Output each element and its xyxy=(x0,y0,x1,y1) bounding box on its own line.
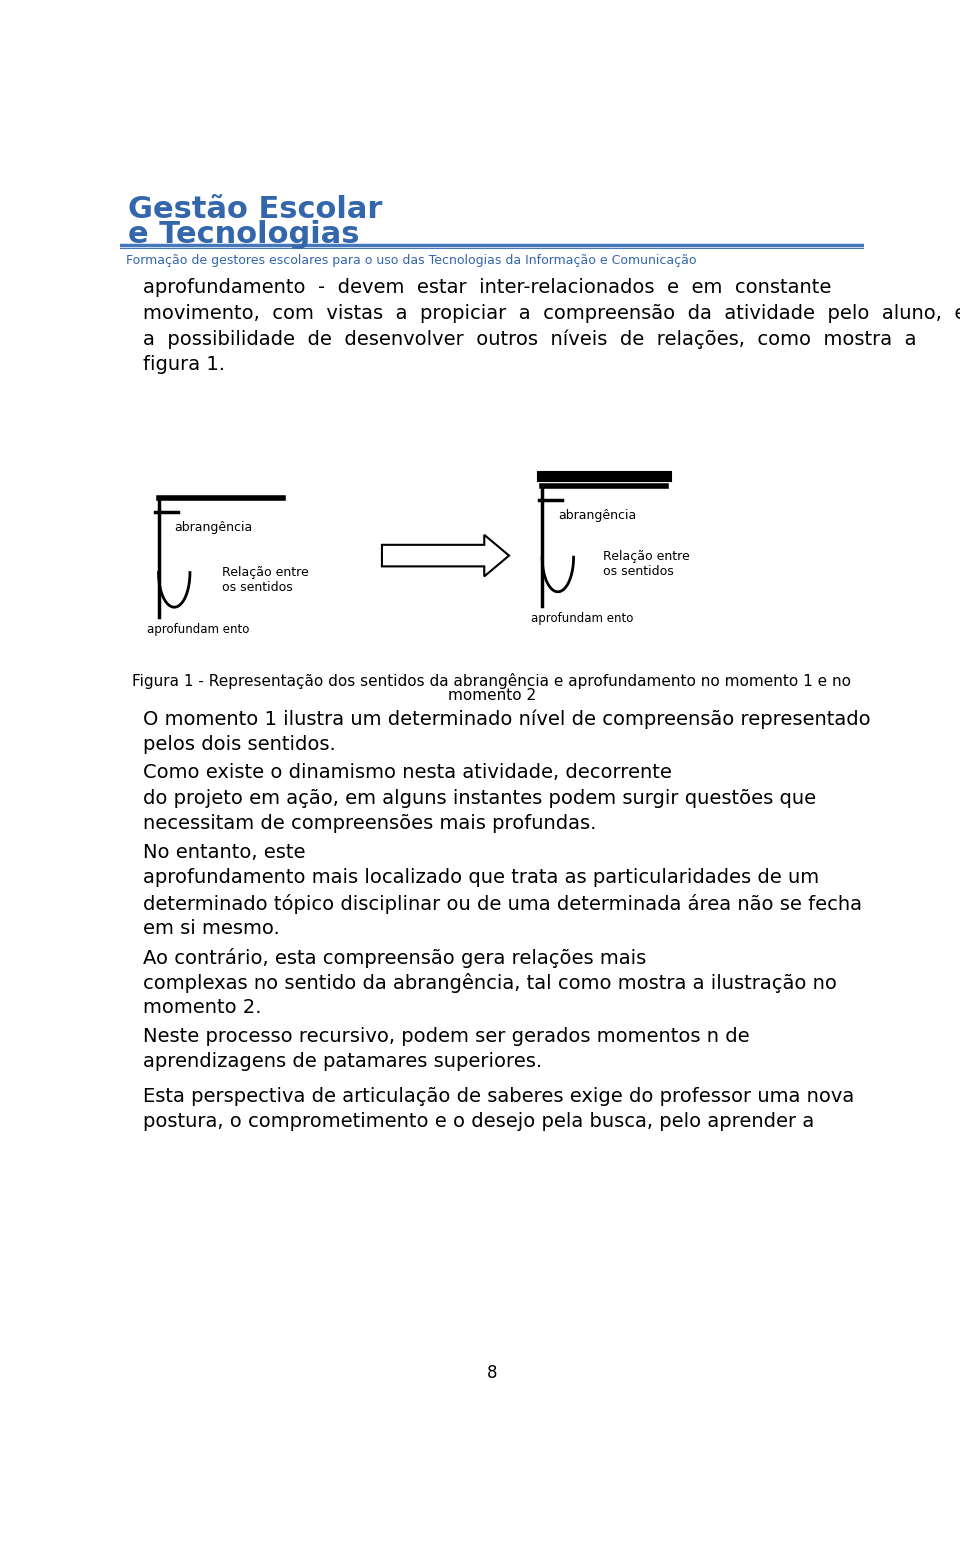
Text: necessitam de compreensões mais profundas.: necessitam de compreensões mais profunda… xyxy=(143,814,596,834)
Text: aprofundam ento: aprofundam ento xyxy=(531,612,634,625)
Text: do projeto em ação, em alguns instantes podem surgir questões que: do projeto em ação, em alguns instantes … xyxy=(143,789,816,808)
Text: abrangência: abrangência xyxy=(558,510,636,522)
Text: a  possibilidade  de  desenvolver  outros  níveis  de  relações,  como  mostra  : a possibilidade de desenvolver outros ní… xyxy=(143,329,917,349)
Polygon shape xyxy=(382,535,509,577)
Text: Gestão Escolar: Gestão Escolar xyxy=(128,195,382,225)
Text: aprofundamento  -  devem  estar  inter-relacionados  e  em  constante: aprofundamento - devem estar inter-relac… xyxy=(143,279,831,298)
Text: pelos dois sentidos.: pelos dois sentidos. xyxy=(143,735,336,753)
Text: em si mesmo.: em si mesmo. xyxy=(143,919,280,938)
Text: 8: 8 xyxy=(487,1364,497,1383)
Text: postura, o comprometimento e o desejo pela busca, pelo aprender a: postura, o comprometimento e o desejo pe… xyxy=(143,1113,814,1131)
Text: Formação de gestores escolares para o uso das Tecnologias da Informação e Comuni: Formação de gestores escolares para o us… xyxy=(126,254,697,267)
Text: abrangência: abrangência xyxy=(175,521,252,533)
Text: Ao contrário, esta compreensão gera relações mais: Ao contrário, esta compreensão gera rela… xyxy=(143,947,646,967)
Text: complexas no sentido da abrangência, tal como mostra a ilustração no: complexas no sentido da abrangência, tal… xyxy=(143,973,837,994)
Text: Neste processo recursivo, podem ser gerados momentos n de: Neste processo recursivo, podem ser gera… xyxy=(143,1026,750,1046)
Text: Relação entre
os sentidos: Relação entre os sentidos xyxy=(223,566,309,594)
Text: momento 2: momento 2 xyxy=(448,688,536,704)
Text: Como existe o dinamismo nesta atividade, decorrente: Como existe o dinamismo nesta atividade,… xyxy=(143,764,672,783)
Text: determinado tópico disciplinar ou de uma determinada área não se fecha: determinado tópico disciplinar ou de uma… xyxy=(143,894,862,913)
Text: e Tecnologias: e Tecnologias xyxy=(128,220,359,250)
Text: aprofundamento mais localizado que trata as particularidades de um: aprofundamento mais localizado que trata… xyxy=(143,868,820,887)
Text: Relação entre
os sentidos: Relação entre os sentidos xyxy=(603,550,689,578)
Text: No entanto, este: No entanto, este xyxy=(143,843,305,862)
Text: Esta perspectiva de articulação de saberes exige do professor uma nova: Esta perspectiva de articulação de saber… xyxy=(143,1087,854,1105)
Text: momento 2.: momento 2. xyxy=(143,998,262,1017)
Text: Figura 1 - Representação dos sentidos da abrangência e aprofundamento no momento: Figura 1 - Representação dos sentidos da… xyxy=(132,673,852,688)
Text: aprendizagens de patamares superiores.: aprendizagens de patamares superiores. xyxy=(143,1052,542,1071)
Text: aprofundam ento: aprofundam ento xyxy=(147,623,250,637)
Text: movimento,  com  vistas  a  propiciar  a  compreensão  da  atividade  pelo  alun: movimento, com vistas a propiciar a comp… xyxy=(143,304,960,322)
Text: figura 1.: figura 1. xyxy=(143,355,226,374)
Text: O momento 1 ilustra um determinado nível de compreensão representado: O momento 1 ilustra um determinado nível… xyxy=(143,710,871,728)
